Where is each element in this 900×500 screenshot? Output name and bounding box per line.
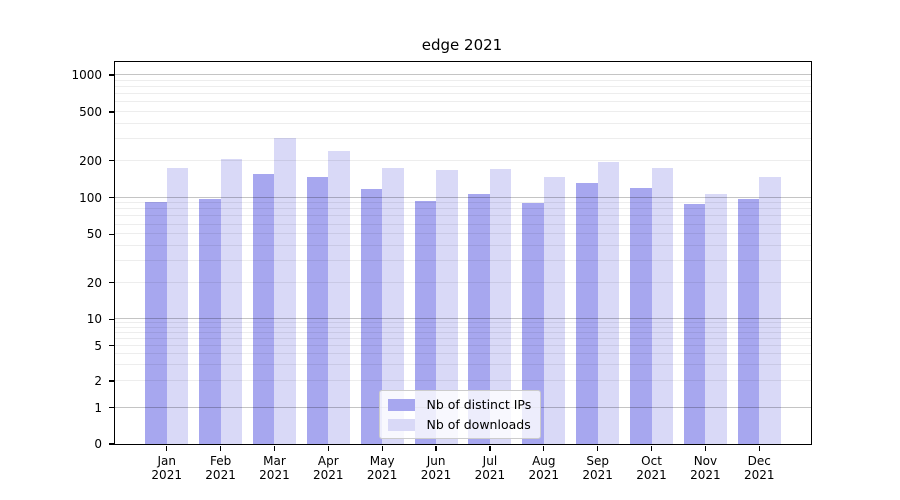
x-tick-mark-may	[381, 445, 383, 451]
plot-area: Nb of distinct IPs Nb of downloads 0 1 2 5 1…	[71, 61, 812, 482]
bar-ips-mar	[252, 173, 275, 444]
y-tick-mark-100	[108, 197, 114, 199]
y-tick-mark-1	[108, 407, 114, 409]
legend-entry-downloads: Nb of downloads	[388, 417, 531, 432]
x-tick-label-aug: Aug 2021	[528, 454, 560, 482]
x-tick-label-sep: Sep 2021	[582, 454, 613, 482]
bar-downloads-apr	[328, 151, 350, 444]
y-tick-label-1: 1	[94, 400, 102, 415]
y-tick-mark-2	[108, 380, 114, 382]
bar-downloads-dec	[759, 177, 781, 444]
legend-label-distinct-ips: Nb of distinct IPs	[426, 397, 532, 412]
x-tick-mark-jun	[435, 445, 437, 451]
x-tick-mark-jan	[166, 445, 168, 451]
y-tick-mark-10	[108, 318, 114, 320]
bar-ips-jun	[414, 201, 437, 444]
bar-downloads-oct	[651, 167, 674, 444]
x-tick-mark-nov	[704, 445, 706, 451]
bar-ips-nov	[683, 204, 706, 444]
x-tick-mark-apr	[327, 445, 329, 451]
bar-downloads-jul	[489, 169, 512, 444]
bar-ips-apr	[306, 177, 329, 444]
x-tick-label-jun: Jun 2021	[420, 454, 452, 482]
x-tick-label-mar: Mar 2021	[259, 454, 290, 482]
x-tick-mark-feb	[219, 445, 222, 451]
bar-downloads-sep	[597, 161, 620, 444]
x-tick-mark-dec	[758, 445, 760, 451]
bar-downloads-nov	[705, 193, 727, 444]
x-tick-label-nov: Nov 2021	[690, 454, 721, 482]
chart-title: edge 2021	[421, 36, 503, 54]
bar-ips-jan	[145, 202, 167, 444]
x-tick-mark-sep	[597, 445, 599, 451]
y-tick-mark-50	[108, 233, 114, 235]
x-tick-label-apr: Apr 2021	[313, 454, 344, 482]
y-tick-label-2: 2	[94, 374, 102, 389]
bar-ips-feb	[199, 198, 221, 444]
x-tick-label-feb: Feb 2021	[205, 454, 236, 482]
bar-downloads-jun	[436, 170, 458, 444]
legend-entry-distinct-ips: Nb of distinct IPs	[388, 397, 531, 412]
x-tick-mark-aug	[543, 445, 545, 451]
y-tick-label-100: 100	[79, 190, 102, 205]
bar-ips-may	[360, 189, 383, 444]
y-tick-mark-500	[108, 111, 114, 113]
x-tick-mark-jul	[489, 445, 491, 451]
y-tick-mark-0	[108, 443, 114, 445]
legend-label-downloads: Nb of downloads	[426, 417, 531, 432]
y-tick-mark-5	[108, 345, 114, 347]
x-tick-mark-mar	[273, 445, 276, 451]
y-tick-label-200: 200	[79, 153, 102, 168]
y-tick-label-50: 50	[86, 227, 102, 242]
bar-ips-jul	[468, 194, 490, 444]
y-tick-mark-1000	[108, 74, 114, 76]
bar-downloads-aug	[543, 176, 566, 444]
y-tick-label-1000: 1000	[71, 68, 102, 82]
legend-swatch-distinct-ips	[388, 398, 416, 411]
bars-layer	[115, 62, 811, 444]
bar-ips-dec	[737, 198, 760, 444]
y-tick-label-20: 20	[86, 275, 102, 290]
bar-ips-oct	[630, 187, 652, 444]
bar-ips-sep	[576, 183, 598, 444]
x-tick-label-dec: Dec 2021	[744, 454, 775, 482]
y-tick-mark-200	[108, 160, 114, 162]
y-tick-label-10: 10	[86, 312, 102, 327]
bar-downloads-jan	[166, 167, 189, 444]
bar-downloads-feb	[220, 159, 243, 444]
x-tick-label-may: May 2021	[366, 454, 398, 482]
y-tick-label-500: 500	[79, 104, 102, 119]
y-tick-label-0: 0	[94, 437, 102, 451]
legend: Nb of distinct IPs Nb of downloads	[379, 390, 542, 439]
legend-swatch-downloads	[388, 418, 416, 431]
x-tick-label-oct: Oct 2021	[636, 454, 667, 482]
x-tick-label-jan: Jan 2021	[151, 454, 182, 482]
x-tick-mark-oct	[650, 445, 653, 451]
bar-ips-aug	[522, 203, 544, 444]
x-tick-label-jul: Jul 2021	[474, 454, 506, 482]
bar-downloads-mar	[274, 137, 296, 444]
bar-downloads-may	[382, 168, 404, 444]
y-tick-label-5: 5	[94, 338, 102, 353]
y-tick-mark-20	[108, 281, 114, 284]
